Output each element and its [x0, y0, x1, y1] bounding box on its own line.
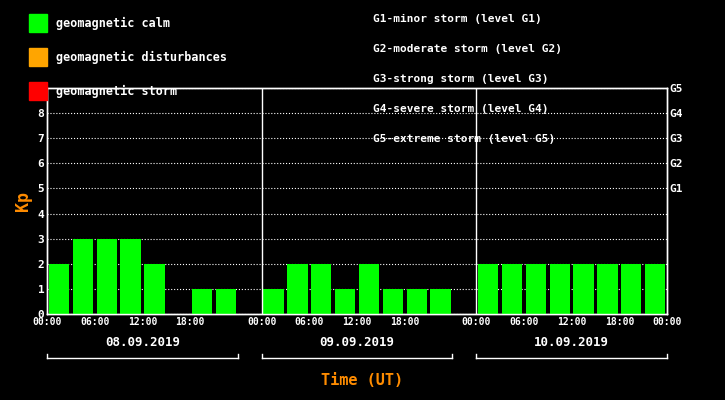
Bar — [478, 264, 498, 314]
Text: geomagnetic disturbances: geomagnetic disturbances — [56, 50, 227, 64]
Bar — [407, 289, 427, 314]
Text: 10.09.2019: 10.09.2019 — [534, 336, 609, 348]
Bar — [597, 264, 618, 314]
Bar — [573, 264, 594, 314]
Text: G2-moderate storm (level G2): G2-moderate storm (level G2) — [373, 44, 563, 54]
Text: G4-severe storm (level G4): G4-severe storm (level G4) — [373, 104, 549, 114]
Bar — [383, 289, 403, 314]
Text: Time (UT): Time (UT) — [321, 373, 404, 388]
Bar — [502, 264, 522, 314]
Y-axis label: Kp: Kp — [14, 191, 32, 211]
Bar — [263, 289, 283, 314]
Bar — [359, 264, 379, 314]
Text: G5-extreme storm (level G5): G5-extreme storm (level G5) — [373, 134, 555, 144]
Bar — [287, 264, 307, 314]
Bar — [72, 239, 93, 314]
Bar — [49, 264, 69, 314]
Bar — [192, 289, 212, 314]
Bar — [311, 264, 331, 314]
Text: 09.09.2019: 09.09.2019 — [320, 336, 394, 348]
Bar — [621, 264, 642, 314]
Text: geomagnetic calm: geomagnetic calm — [56, 16, 170, 30]
Text: G3-strong storm (level G3): G3-strong storm (level G3) — [373, 74, 549, 84]
Bar — [645, 264, 666, 314]
Bar — [144, 264, 165, 314]
Bar — [216, 289, 236, 314]
Text: geomagnetic storm: geomagnetic storm — [56, 84, 177, 98]
Bar — [120, 239, 141, 314]
Text: 08.09.2019: 08.09.2019 — [105, 336, 180, 348]
Bar — [550, 264, 570, 314]
Bar — [335, 289, 355, 314]
Text: G1-minor storm (level G1): G1-minor storm (level G1) — [373, 14, 542, 24]
Bar — [526, 264, 546, 314]
Bar — [431, 289, 451, 314]
Bar — [96, 239, 117, 314]
